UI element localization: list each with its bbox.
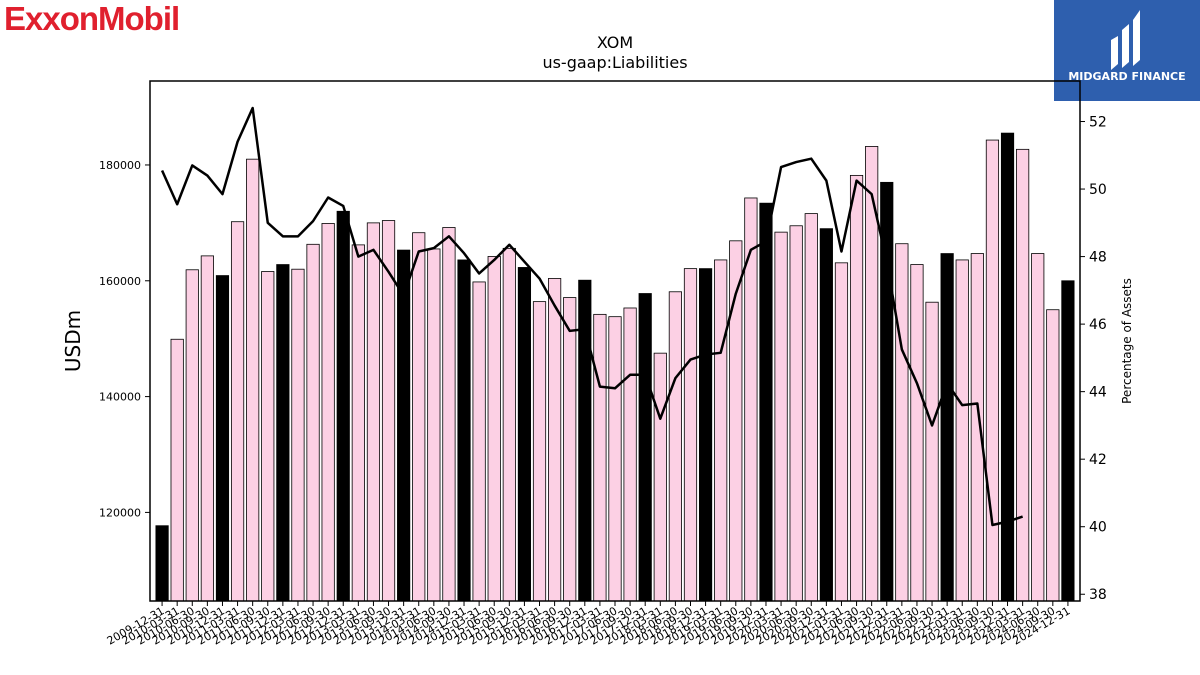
bar-2023-06-30 [970,253,984,602]
bar-2017-06-30 [608,316,622,602]
bar-2015-06-30 [487,256,501,602]
bar-2015-12-31 [517,267,532,602]
bar-2013-12-31 [397,249,411,602]
bar-2019-12-31 [759,202,773,602]
bar-2023-03-31 [955,259,969,602]
bar-2020-03-31 [774,231,788,602]
y2-tick-label: 40 [1089,520,1107,536]
line-series [160,106,1024,527]
y2-tick-label: 42 [1089,452,1107,468]
y2-tick-label: 52 [1089,115,1107,131]
y2-tick-label: 48 [1089,250,1107,266]
bar-2010-03-31 [170,338,184,602]
bar-2011-06-30 [246,158,260,602]
y-tick-label: 180000 [99,159,141,172]
bar-2017-03-31 [593,313,607,602]
bar-2021-06-30 [849,174,864,602]
bar-2024-12-31 [1061,280,1075,602]
y2-tick-label: 50 [1089,182,1107,198]
y-tick-label: 160000 [99,275,141,288]
plot-frame [149,80,1081,602]
y2-axis-label: Percentage of Assets [1120,278,1134,404]
bar-2013-03-31 [351,244,365,602]
y-axis-label: USDm [61,310,85,372]
percentage-line [160,106,1024,527]
bar-2012-06-30 [306,243,320,602]
bar-2018-03-31 [653,352,667,602]
bar-2022-06-30 [910,264,924,602]
bar-2016-09-30 [563,297,577,602]
bar-2014-12-31 [457,259,471,602]
bar-series [155,132,1075,602]
bar-2010-12-31 [215,275,230,602]
bar-2018-06-30 [668,291,682,602]
bar-2014-09-30 [442,227,456,602]
bar-2017-09-30 [623,307,637,602]
y-tick-label: 140000 [99,391,141,404]
midgard-finance-label: MIDGARD FINANCE [1068,70,1186,83]
bar-2023-12-31 [1000,132,1015,602]
midgard-logo-icon [1111,10,1140,70]
y2-tick-label: 38 [1089,587,1107,603]
bar-2016-03-31 [532,301,547,602]
chart-title: XOM [597,33,633,52]
bar-2022-12-31 [940,253,954,602]
midgard-finance-watermark: MIDGARD FINANCE [1054,0,1200,101]
bar-2011-03-31 [230,221,245,602]
bar-2020-12-31 [819,228,833,602]
bar-2020-09-30 [804,213,818,602]
y2-tick-label: 46 [1089,317,1107,333]
y2-tick-label: 44 [1089,385,1107,401]
bar-2017-12-31 [638,293,652,602]
bar-2014-03-31 [412,232,426,602]
bar-2011-09-30 [261,271,275,602]
bar-2009-12-31 [155,525,169,602]
bar-2024-09-30 [1046,309,1060,602]
bar-2023-09-30 [985,139,1000,602]
bar-2019-03-31 [714,259,728,602]
bar-2012-03-31 [291,268,305,602]
bar-2010-06-30 [185,269,199,602]
exxonmobil-logo: ExxonMobil [4,0,180,37]
bar-2020-06-30 [789,225,803,602]
bar-2010-09-30 [200,255,214,602]
bar-2018-12-31 [698,268,713,602]
bar-2012-12-31 [336,210,350,602]
bar-2012-09-30 [321,223,335,602]
bar-2022-03-31 [895,243,909,602]
bar-2011-12-31 [276,264,290,602]
bar-2022-09-30 [925,301,939,602]
y2-axis: 38 40 42 44 46 48 50 52 [1080,115,1107,603]
y-tick-label: 120000 [99,506,141,519]
y-axis: 120000 140000 160000 180000 [99,159,150,519]
bar-2024-03-31 [1016,148,1030,602]
bar-2013-06-30 [366,222,381,602]
bar-2014-06-30 [427,248,441,602]
bar-2015-09-30 [502,247,516,602]
bar-2016-06-30 [548,278,562,602]
bar-2024-06-30 [1031,253,1045,602]
bar-2021-03-31 [834,262,849,602]
bar-2015-03-31 [472,281,486,602]
x-axis: 2009-12-312010-03-312010-06-302010-09-30… [105,601,1072,648]
chart-subtitle: us-gaap:Liabilities [542,53,687,72]
bar-2019-09-30 [744,197,758,602]
bar-2018-09-30 [683,268,698,602]
